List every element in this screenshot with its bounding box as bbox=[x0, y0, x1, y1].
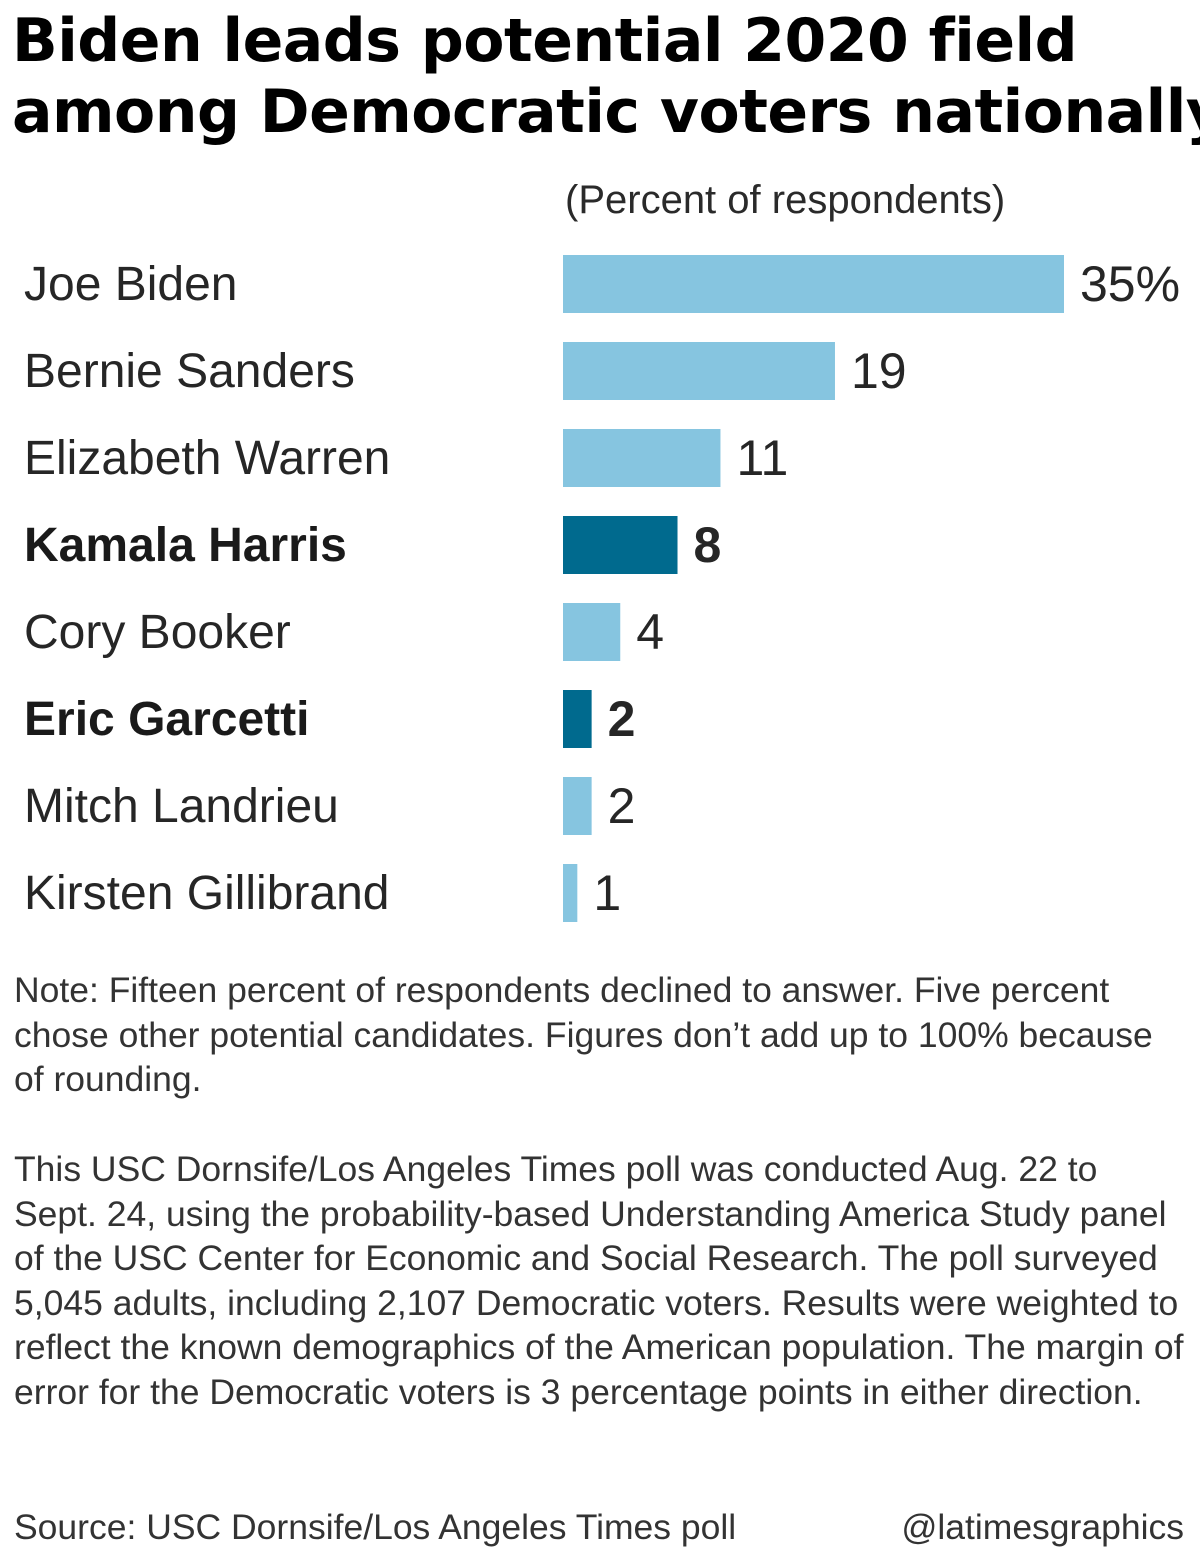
chart-title-line-1: Biden leads potential 2020 field bbox=[12, 6, 1078, 76]
chart-note: Note: Fifteen percent of respondents dec… bbox=[14, 970, 1153, 1100]
bar-elizabeth-warren bbox=[563, 429, 721, 487]
category-label-kirsten-gillibrand: Kirsten Gillibrand bbox=[24, 867, 389, 920]
category-label-mitch-landrieu: Mitch Landrieu bbox=[24, 780, 339, 833]
value-label-joe-biden: 35% bbox=[1080, 256, 1180, 312]
bar-kirsten-gillibrand bbox=[563, 864, 578, 922]
category-label-bernie-sanders: Bernie Sanders bbox=[24, 345, 355, 398]
bar-cory-booker bbox=[563, 603, 621, 661]
chart-subtitle: (Percent of respondents) bbox=[565, 178, 1006, 222]
value-label-bernie-sanders: 19 bbox=[851, 343, 907, 399]
chart-title: Biden leads potential 2020 field among D… bbox=[12, 6, 1200, 148]
category-label-cory-booker: Cory Booker bbox=[24, 606, 291, 659]
chart-title-line-2: among Democratic voters nationally bbox=[12, 77, 1200, 147]
value-label-elizabeth-warren: 11 bbox=[736, 430, 788, 486]
bar-eric-garcetti bbox=[563, 690, 592, 748]
bar-joe-biden bbox=[563, 255, 1064, 313]
methodology-note: This USC Dornsife/Los Angeles Times poll… bbox=[14, 1149, 1184, 1412]
category-label-joe-biden: Joe Biden bbox=[24, 258, 238, 311]
value-label-kamala-harris: 8 bbox=[694, 517, 722, 573]
bar-kamala-harris bbox=[563, 516, 678, 574]
value-label-mitch-landrieu: 2 bbox=[608, 778, 636, 834]
source-line: Source: USC Dornsife/Los Angeles Times p… bbox=[14, 1507, 737, 1547]
category-label-kamala-harris: Kamala Harris bbox=[24, 519, 347, 572]
credit-handle: @latimesgraphics bbox=[901, 1507, 1184, 1547]
value-label-eric-garcetti: 2 bbox=[608, 691, 636, 747]
bar-chart: Joe Biden 35% Bernie Sanders 19 Elizabeth Wa… bbox=[24, 255, 1180, 922]
category-label-eric-garcetti: Eric Garcetti bbox=[24, 693, 309, 746]
value-label-cory-booker: 4 bbox=[636, 604, 664, 660]
bar-mitch-landrieu bbox=[563, 777, 592, 835]
bar-bernie-sanders bbox=[563, 342, 835, 400]
category-label-elizabeth-warren: Elizabeth Warren bbox=[24, 432, 390, 485]
value-label-kirsten-gillibrand: 1 bbox=[593, 865, 621, 921]
